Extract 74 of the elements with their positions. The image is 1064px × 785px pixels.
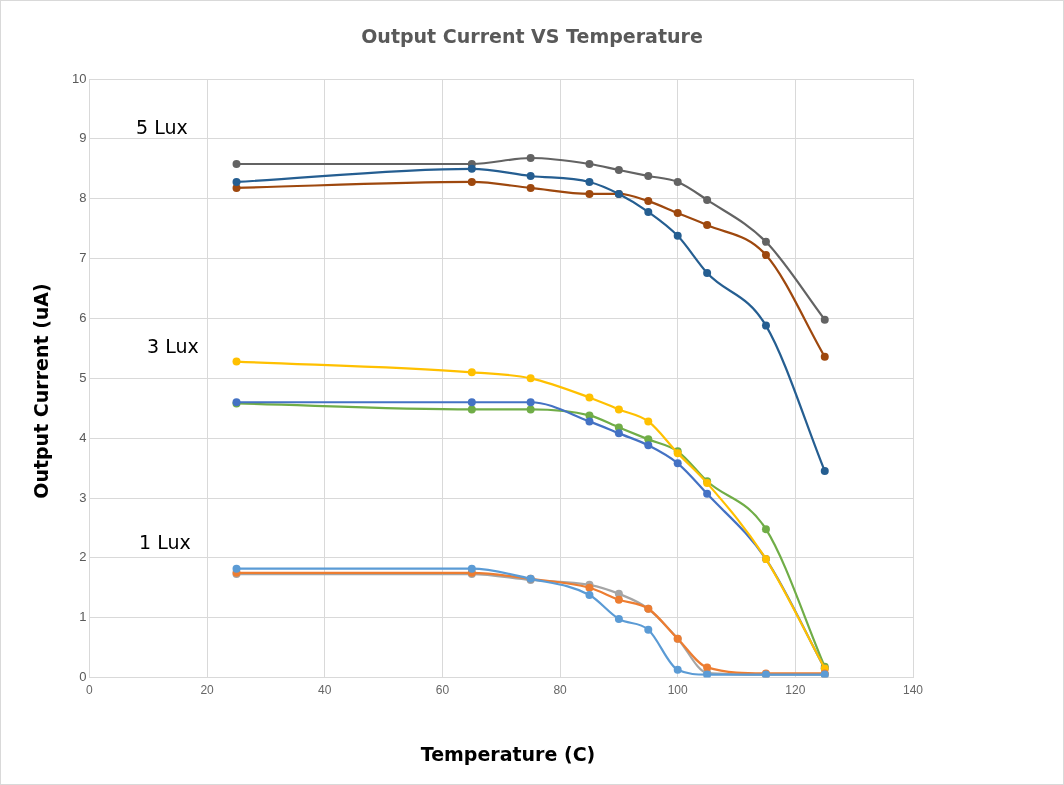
point <box>585 160 594 168</box>
point <box>614 595 623 604</box>
point <box>644 625 653 634</box>
point <box>614 429 623 438</box>
x-tick-label: 120 <box>785 683 806 698</box>
point <box>761 250 770 259</box>
y-tick-label: 2 <box>79 549 87 565</box>
point <box>703 221 712 230</box>
point <box>761 237 770 246</box>
point <box>467 164 476 173</box>
point <box>232 177 241 186</box>
annotation: 1 Lux <box>139 530 191 553</box>
x-tick-label: 100 <box>667 683 689 698</box>
y-tick-label: 4 <box>79 429 87 445</box>
y-tick-label: 8 <box>79 190 87 206</box>
point <box>467 368 476 377</box>
y-tick-label: 7 <box>79 250 87 266</box>
point <box>673 231 682 240</box>
point <box>232 160 241 168</box>
y-tick-label: 1 <box>79 609 87 625</box>
y-tick-label: 9 <box>79 130 87 146</box>
point <box>644 197 653 206</box>
point <box>526 374 535 383</box>
point <box>820 467 829 476</box>
annotation: 3 Lux <box>147 334 199 357</box>
point <box>644 207 653 216</box>
point <box>644 171 653 180</box>
point <box>820 352 829 361</box>
point <box>703 663 712 672</box>
point <box>585 189 594 198</box>
point <box>526 183 535 192</box>
point <box>673 665 682 674</box>
point <box>232 357 241 366</box>
y-tick-label: 6 <box>79 310 87 326</box>
point <box>526 171 535 180</box>
point <box>585 417 594 426</box>
point <box>526 154 535 163</box>
point <box>614 165 623 174</box>
x-tick-label: 20 <box>200 683 215 698</box>
x-tick-label: 40 <box>318 683 332 698</box>
x-tick-label: 140 <box>902 683 924 698</box>
point <box>526 405 535 414</box>
point <box>673 209 682 218</box>
point <box>467 177 476 186</box>
point <box>644 417 653 426</box>
y-tick-label: 3 <box>79 489 87 505</box>
point <box>644 441 653 450</box>
y-tick-label: 10 <box>71 70 87 86</box>
point <box>232 564 241 573</box>
point <box>614 405 623 414</box>
point <box>467 564 476 573</box>
annotation: 5 Lux <box>136 115 188 138</box>
y-axis-title: Output Current (uA) <box>30 283 52 499</box>
point <box>526 398 535 407</box>
point <box>467 398 476 407</box>
y-tick-label: 5 <box>79 369 87 385</box>
point <box>467 405 476 414</box>
point <box>703 195 712 204</box>
point <box>673 459 682 468</box>
point <box>585 177 594 186</box>
x-tick-label: 80 <box>553 683 568 698</box>
point <box>703 268 712 277</box>
chart-title: Output Current VS Temperature <box>360 25 704 47</box>
point <box>820 315 829 324</box>
point <box>614 614 623 623</box>
x-axis-title: Temperature (C) <box>419 743 597 765</box>
point <box>585 590 594 599</box>
point <box>585 393 594 402</box>
point <box>761 321 770 330</box>
x-tick-label: 60 <box>435 683 450 698</box>
point <box>703 489 712 498</box>
point <box>673 177 682 186</box>
point <box>761 525 770 534</box>
y-tick-label: 0 <box>79 669 87 685</box>
